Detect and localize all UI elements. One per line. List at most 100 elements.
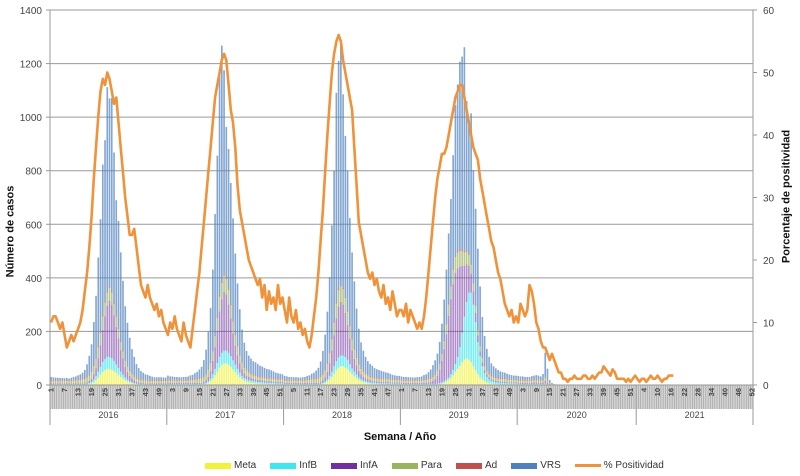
bar-para	[153, 380, 156, 384]
bar-infb	[364, 381, 367, 383]
bar-ad	[472, 282, 475, 284]
bar-infb	[362, 380, 365, 383]
bar-infb	[432, 383, 434, 385]
bar-para	[337, 290, 340, 307]
bar-para	[283, 380, 286, 383]
bar-vrs	[247, 355, 250, 372]
bar-ad	[83, 378, 86, 380]
bar-infa	[288, 382, 291, 384]
bar-ad	[486, 370, 488, 372]
bar-para	[191, 380, 194, 383]
bar-para	[77, 380, 79, 384]
legend-label: InfB	[299, 460, 318, 471]
bar-para	[349, 326, 351, 339]
bar-infb	[452, 370, 454, 376]
bar-ad	[124, 359, 127, 361]
bar-vrs	[342, 94, 344, 288]
bar-ad	[167, 379, 169, 381]
bar-para	[400, 380, 403, 383]
bar-vrs	[189, 375, 192, 380]
bar-vrs	[447, 233, 450, 304]
bar-vrs	[488, 356, 490, 373]
bar-vrs	[54, 377, 57, 381]
y-left-tick-label: 1200	[20, 60, 43, 71]
bar-para	[196, 379, 198, 383]
bar-infa	[461, 265, 463, 333]
bar-para	[373, 378, 376, 382]
bar-infa	[277, 382, 279, 384]
bar-infb	[90, 382, 93, 384]
bar-ad	[203, 376, 205, 378]
bar-vrs	[119, 252, 122, 341]
bar-vrs	[176, 376, 178, 380]
bar-vrs	[187, 376, 189, 380]
bar-para	[261, 377, 264, 381]
bar-infb	[272, 383, 275, 385]
bar-infa	[153, 383, 156, 385]
bar-ad	[333, 320, 335, 323]
bar-infb	[378, 383, 380, 385]
bar-ad	[519, 379, 522, 381]
legend-item-infa: InfA	[331, 460, 378, 471]
bar-para	[331, 339, 333, 351]
bar-infb	[92, 379, 95, 383]
bar-ad	[481, 357, 484, 359]
bar-infb	[247, 380, 250, 383]
bar-infa	[198, 382, 201, 384]
bar-meta	[104, 370, 106, 385]
bar-infb	[212, 374, 214, 379]
bar-para	[384, 379, 387, 383]
bar-infa	[110, 304, 113, 359]
x-tick-label: 25	[451, 388, 460, 396]
bar-para	[92, 366, 95, 375]
bar-para	[362, 371, 365, 377]
bar-ad	[290, 379, 293, 381]
bar-para	[205, 374, 207, 381]
bar-infa	[418, 382, 421, 384]
bar-vrs	[270, 370, 273, 378]
bar-para	[115, 316, 118, 327]
bar-ad	[205, 373, 207, 375]
bar-vrs	[317, 367, 320, 378]
bar-para	[247, 372, 250, 377]
bar-infa	[203, 382, 205, 384]
bar-vrs	[292, 377, 295, 380]
bar-vrs	[281, 374, 284, 379]
bar-vrs	[81, 372, 84, 379]
bar-infb	[526, 383, 529, 385]
bar-ad	[77, 379, 79, 381]
bar-infa	[54, 383, 57, 385]
bar-infb	[72, 384, 75, 385]
bar-infb	[259, 382, 261, 384]
bar-vrs	[131, 349, 133, 374]
bar-infb	[68, 384, 70, 385]
bar-vrs	[434, 360, 437, 374]
bar-para	[495, 378, 497, 381]
bar-ad	[180, 379, 183, 381]
bar-vrs	[463, 47, 466, 251]
bar-ad	[72, 379, 75, 381]
bar-infb	[108, 356, 111, 369]
bar-infb	[542, 383, 544, 385]
bar-ad	[490, 375, 493, 377]
bar-para	[344, 298, 347, 313]
bar-para	[530, 380, 533, 383]
bar-infa	[256, 379, 259, 383]
bar-infb	[180, 383, 183, 385]
bar-para	[515, 379, 517, 383]
legend-label: % Positividad	[603, 460, 664, 471]
bar-para	[456, 252, 459, 269]
bar-vrs	[133, 356, 136, 376]
bar-vrs	[122, 280, 124, 351]
bar-ad	[263, 377, 266, 379]
bar-ad	[88, 374, 91, 376]
bar-infb	[225, 350, 228, 364]
bar-vrs	[468, 119, 470, 254]
bar-infb	[459, 346, 461, 366]
bar-infa	[544, 380, 547, 384]
bar-infb	[515, 383, 517, 385]
bar-ad	[432, 375, 434, 377]
bar-infa	[229, 318, 232, 357]
bar-infa	[472, 291, 475, 305]
bar-vrs	[110, 98, 113, 291]
